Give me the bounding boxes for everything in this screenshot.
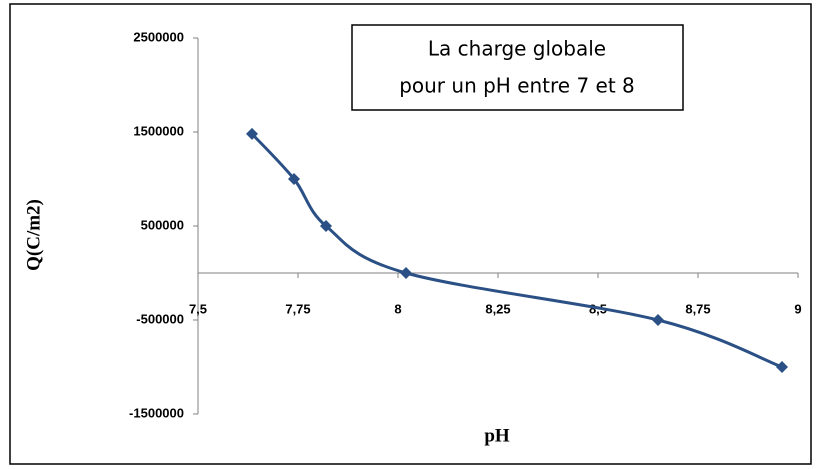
data-marker <box>246 127 258 140</box>
x-tick-label: 8,75 <box>685 301 710 316</box>
y-tick-label: -1500000 <box>129 405 184 420</box>
x-tick-label: 7,75 <box>285 301 310 316</box>
x-tick-label: 8,25 <box>485 301 510 316</box>
x-tick-label: 9 <box>794 301 801 316</box>
data-marker <box>652 314 664 326</box>
y-axis-label: Q(C/m2) <box>23 199 44 271</box>
title-box <box>351 24 684 111</box>
data-marker <box>400 267 412 279</box>
data-marker <box>776 361 788 373</box>
data-marker <box>288 173 300 185</box>
x-axis-label: pH <box>484 425 510 446</box>
chart-title: pour un pH entre 7 et 8 <box>399 74 635 98</box>
chart-title: La charge globale <box>428 37 606 61</box>
y-tick-label: 500000 <box>141 217 184 232</box>
x-tick-label: 8 <box>394 301 401 316</box>
data-marker <box>320 220 332 232</box>
y-tick-label: -500000 <box>136 311 184 326</box>
y-tick-label: 1500000 <box>133 123 184 138</box>
x-tick-label: 7,5 <box>189 301 207 316</box>
y-tick-label: 2500000 <box>133 29 184 44</box>
